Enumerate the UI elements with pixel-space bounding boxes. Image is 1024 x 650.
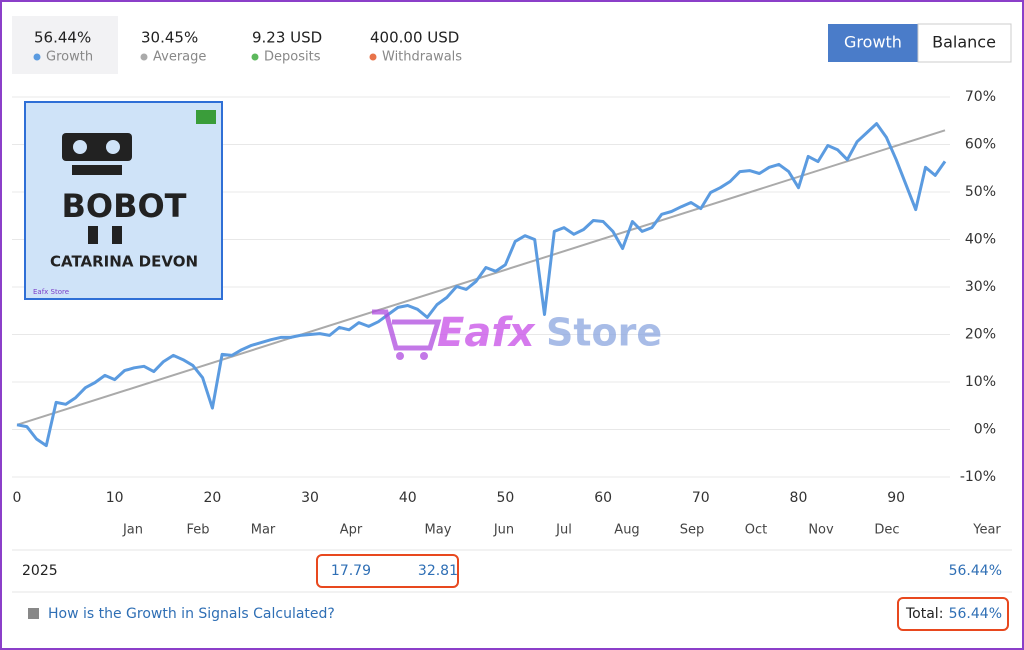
month-label: May [425,523,452,538]
growth-button-label[interactable]: Growth [844,33,902,52]
growth-button[interactable] [828,24,918,62]
stat-value: 56.44% [34,29,91,47]
table-total: 56.44% [949,563,1002,579]
help-link[interactable]: How is the Growth in Signals Calculated? [48,606,335,622]
x-tick-label: 20 [203,490,221,506]
x-tick-label: 80 [790,490,808,506]
month-label: Nov [808,523,834,538]
logo-name: CATARINA DEVON [50,253,198,271]
month-label: Jul [555,523,572,538]
line-growth [16,122,947,448]
y-tick-label: 30% [965,279,996,295]
month-label: Jun [493,523,514,538]
stat-dot [33,53,41,61]
month-label: Jan [122,523,143,538]
table-cell: 17.79 [331,563,371,579]
balance-button[interactable] [917,23,1012,63]
logo-title: BOBOT [61,187,186,225]
stat-dot [251,53,259,61]
stat-label: Average [153,50,206,65]
month-label: Sep [680,523,705,538]
highlight [316,554,459,588]
balance-button-label[interactable]: Balance [932,33,996,52]
info-icon [28,608,39,619]
logo-brand: Eafx Store [33,288,69,296]
y-tick-label: 10% [965,374,996,390]
y-tick-label: 40% [965,232,996,248]
x-tick-label: 70 [692,490,710,506]
month-label: Year [972,523,1001,538]
stat-value: 400.00 USD [370,29,459,47]
stats: 56.44% Growth 30.45% Average 9.23 USD Deposit… [33,29,462,65]
stat-value: 30.45% [141,29,198,47]
logo: BOBOT CATARINA DEVON Eafx Store [24,101,223,300]
stat-label: Deposits [264,50,321,65]
table-year: 2025 [22,563,58,579]
highlight [897,597,1009,631]
month-label: Apr [340,523,363,538]
y-tick-label: 50% [965,184,996,200]
stat-dot [140,53,148,61]
total-label: Total: [905,606,943,622]
table-cells: 17.79 32.81 [331,563,458,579]
y-tick-label: 60% [965,137,996,153]
x-tick-label: 90 [887,490,905,506]
line-average [16,129,946,426]
stat-active-bg [12,16,118,74]
month-label: Mar [251,523,276,538]
x-tick-label: 50 [497,490,515,506]
total-value: 56.44% [949,606,1002,622]
watermark: Eafx Store [372,309,662,360]
month-label: Feb [186,523,209,538]
watermark-a: Eafx [437,310,536,356]
x-tick-label: 60 [594,490,612,506]
stat-label: Withdrawals [382,50,462,65]
x-tick-label: 10 [106,490,124,506]
x-tick-label: 30 [301,490,319,506]
y-tick-label: 0% [974,422,996,438]
stat-label: Growth [46,50,93,65]
y-tick-label: 70% [965,89,996,105]
month-label: Oct [745,523,767,538]
stat-dot [369,53,377,61]
table-cell: 32.81 [418,563,458,579]
month-label: Dec [874,523,899,538]
y-tick-label: 20% [965,327,996,343]
y-tick-label: -10% [960,469,996,485]
month-label: Aug [614,523,639,538]
stat-value: 9.23 USD [252,29,322,47]
watermark-b: Store [546,311,662,355]
x-tick-label: 0 [13,490,22,506]
plot: 70% 60% 50% 40% 30% 20% 10% 0% -10% 0 10 20 30 40 50 60… [12,89,1001,538]
x-tick-label: 40 [399,490,417,506]
